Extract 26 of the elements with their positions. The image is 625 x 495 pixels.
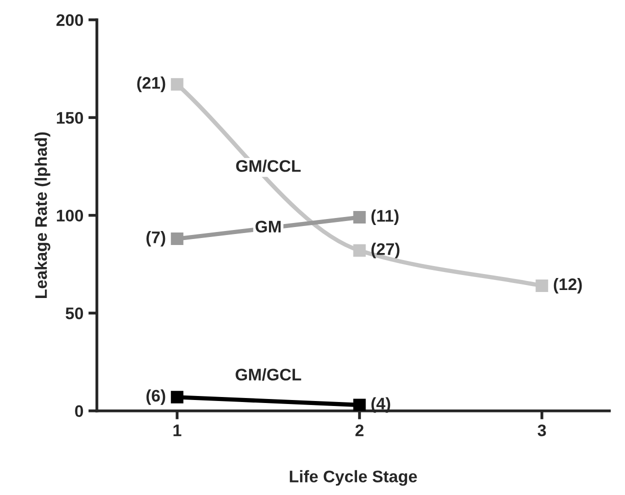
y-tick-label: 100 [56, 210, 83, 222]
x-tick-label: 2 [355, 424, 364, 436]
point [170, 78, 184, 91]
y-axis-title: Leakage Rate (lphad) [34, 132, 50, 298]
series-label: GM/CCL [236, 160, 301, 172]
x-axis-title: Life Cycle Stage [290, 470, 417, 486]
annotation: (7) [146, 231, 166, 247]
point [353, 211, 366, 224]
point [353, 244, 366, 257]
x-tick-label: 3 [538, 424, 546, 436]
annotation: (11) [371, 210, 399, 226]
y-tick-label: 0 [75, 405, 83, 418]
point [170, 390, 184, 404]
series-label: GM/GCL [236, 368, 302, 381]
y-tick-label: 50 [66, 307, 83, 320]
annotation: (12) [554, 278, 582, 294]
point [353, 398, 366, 411]
annotation: (6) [146, 389, 166, 405]
x-tick-label: 1 [174, 424, 182, 436]
point [536, 279, 548, 292]
annotation: (27) [371, 242, 400, 258]
y-tick-label: 150 [56, 112, 83, 124]
y-tick-label: 200 [56, 14, 83, 26]
annotation: (21) [137, 76, 166, 92]
series-label: GM [256, 220, 281, 233]
point [170, 232, 184, 246]
